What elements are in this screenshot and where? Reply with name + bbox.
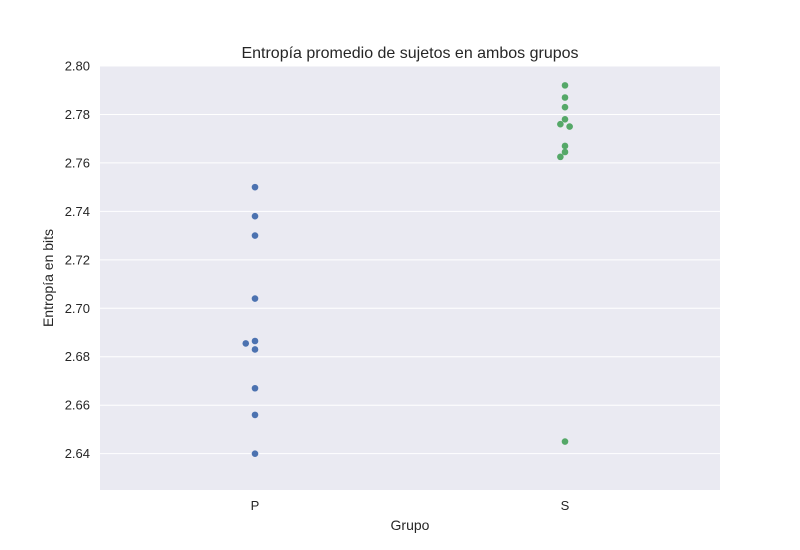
grid-lines xyxy=(100,65,720,455)
data-points xyxy=(242,82,573,457)
data-point-s xyxy=(561,142,569,150)
data-point-p xyxy=(251,450,259,457)
x-axis-title: Grupo xyxy=(391,517,430,533)
y-tick-label: 2.66 xyxy=(65,398,90,413)
data-point-p xyxy=(251,384,259,392)
y-tick-label: 2.74 xyxy=(65,204,90,219)
data-point-s xyxy=(561,94,569,101)
y-axis-ticks: 2.64 2.66 2.68 2.70 2.72 2.74 2.76 2.78 2.80 xyxy=(65,59,90,462)
data-point-p xyxy=(251,232,259,239)
plot-area xyxy=(100,66,720,490)
data-point-p xyxy=(251,346,259,353)
y-tick-label: 2.70 xyxy=(65,301,90,316)
y-tick-label: 2.80 xyxy=(65,59,90,74)
y-tick-label: 2.72 xyxy=(65,252,90,267)
y-tick-label: 2.76 xyxy=(65,155,90,170)
data-point-s xyxy=(561,103,569,111)
data-point-s xyxy=(557,120,564,128)
chart-title: Entropía promedio de sujetos en ambos gr… xyxy=(241,45,578,62)
data-point-s xyxy=(561,148,569,156)
y-tick-label: 2.78 xyxy=(65,107,90,122)
data-point-s xyxy=(561,82,569,89)
data-point-p xyxy=(242,340,250,347)
data-point-s xyxy=(561,438,569,445)
data-point-s xyxy=(566,123,573,130)
data-point-p xyxy=(251,411,259,419)
data-point-p xyxy=(251,337,259,345)
y-tick-label: 2.64 xyxy=(65,446,90,461)
data-point-p xyxy=(251,183,259,191)
x-tick-label: P xyxy=(251,498,260,513)
data-point-p xyxy=(251,295,259,302)
data-point-s xyxy=(561,116,569,123)
data-point-p xyxy=(251,212,259,220)
x-tick-label: S xyxy=(561,498,570,513)
y-tick-label: 2.68 xyxy=(65,349,90,364)
data-point-s xyxy=(557,153,564,161)
y-axis-title: Entropía en bits xyxy=(40,229,56,327)
